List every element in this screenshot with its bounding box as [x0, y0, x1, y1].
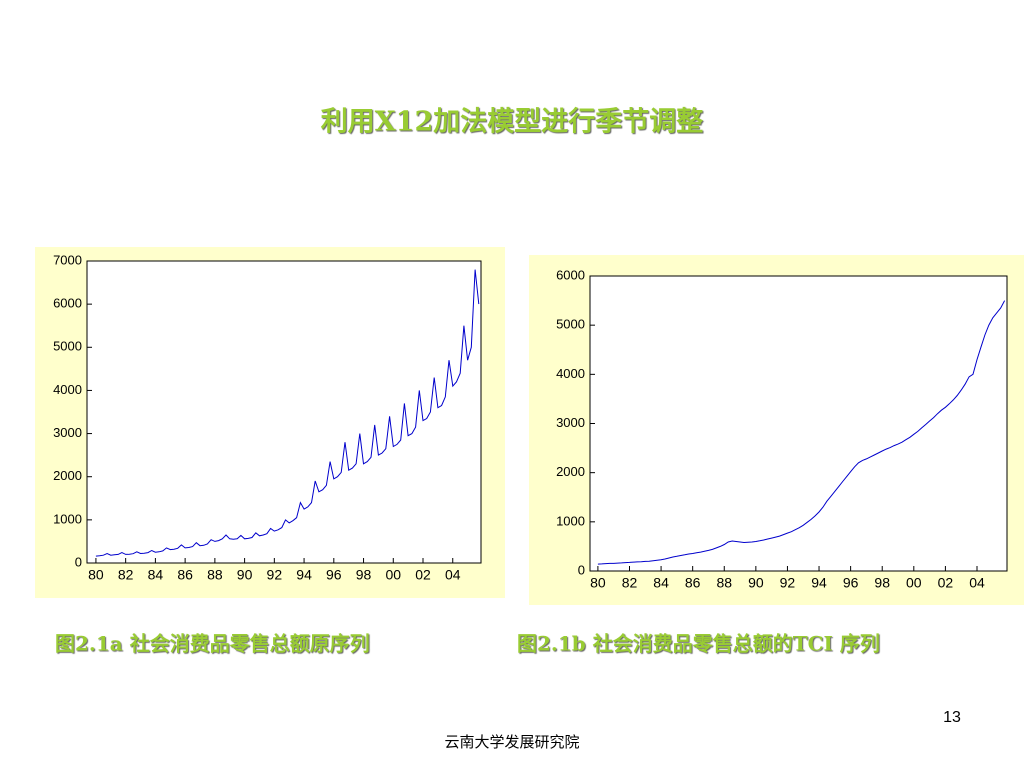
series-line [597, 300, 1006, 565]
x-tick-label: 96 [326, 567, 342, 583]
y-tick-label: 6000 [556, 267, 585, 282]
chart-caption: 图2.1a 社会消费品零售总额原序列 [55, 632, 370, 656]
x-tick-label: 94 [811, 575, 827, 591]
slide-title: 利用X12加法模型进行季节调整 [321, 106, 704, 138]
y-tick-label: 1000 [53, 511, 82, 526]
y-tick-label: 2000 [556, 464, 585, 479]
chart-caption: 图2.1b 社会消费品零售总额的TCI 序列 [517, 632, 880, 656]
x-tick-label: 86 [685, 575, 701, 591]
y-tick-label: 4000 [53, 382, 82, 397]
x-tick-label: 86 [177, 567, 193, 583]
y-tick-label: 5000 [556, 317, 585, 332]
y-tick-label: 5000 [53, 339, 82, 354]
x-tick-label: 94 [296, 567, 312, 583]
y-tick-label: 0 [75, 554, 82, 569]
x-tick-label: 80 [590, 575, 606, 591]
x-tick-label: 98 [356, 567, 372, 583]
page-number: 13 [943, 709, 961, 726]
x-tick-label: 98 [874, 575, 890, 591]
y-tick-label: 4000 [556, 366, 585, 381]
x-tick-label: 02 [415, 567, 431, 583]
x-tick-label: 88 [207, 567, 223, 583]
plot-area [589, 275, 1008, 572]
x-tick-label: 02 [938, 575, 954, 591]
y-tick-label: 2000 [53, 468, 82, 483]
y-tick-label: 3000 [53, 425, 82, 440]
x-tick-label: 92 [780, 575, 796, 591]
x-tick-label: 90 [748, 575, 764, 591]
x-tick-label: 84 [653, 575, 669, 591]
x-tick-label: 96 [843, 575, 859, 591]
x-tick-label: 84 [148, 567, 164, 583]
plot-area [86, 260, 482, 564]
y-tick-label: 7000 [53, 252, 82, 267]
x-tick-label: 92 [267, 567, 283, 583]
y-tick-label: 1000 [556, 513, 585, 528]
x-tick-label: 04 [969, 575, 985, 591]
x-tick-label: 82 [622, 575, 638, 591]
x-tick-label: 80 [88, 567, 104, 583]
y-tick-label: 0 [578, 562, 585, 577]
series-line [95, 269, 480, 557]
x-tick-label: 88 [716, 575, 732, 591]
x-tick-label: 82 [118, 567, 134, 583]
x-tick-label: 00 [385, 567, 401, 583]
x-tick-label: 00 [906, 575, 922, 591]
y-tick-label: 6000 [53, 296, 82, 311]
footer: 云南大学发展研究院 [444, 733, 579, 751]
y-tick-label: 3000 [556, 415, 585, 430]
x-tick-label: 90 [237, 567, 253, 583]
x-tick-label: 04 [445, 567, 461, 583]
